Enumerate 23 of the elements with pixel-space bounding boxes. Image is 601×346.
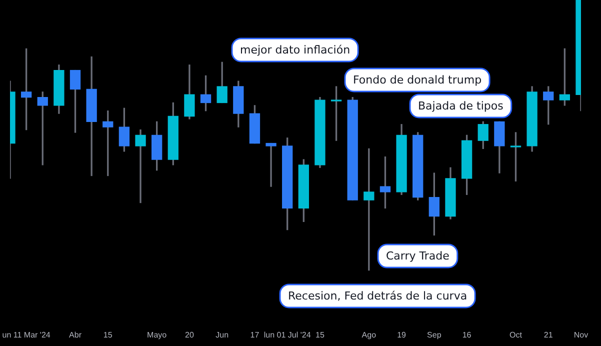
x-tick-label: Ago bbox=[362, 330, 377, 340]
text: Recesion, Fed detrás de la curva bbox=[288, 289, 468, 302]
annotation: Bajada de tipos bbox=[418, 99, 504, 112]
x-tick-label: 19 bbox=[397, 330, 407, 340]
candlestick bbox=[135, 129, 146, 204]
x-tick-label: Jun bbox=[216, 330, 229, 340]
x-tick-label: Mayo bbox=[147, 330, 168, 340]
x-tick-label: 20 bbox=[185, 330, 194, 340]
x-tick-label: un 11 Mar '24 bbox=[2, 330, 51, 340]
x-tick-label: 15 bbox=[316, 330, 325, 340]
x-tick-label: 21 bbox=[544, 330, 554, 340]
annotation: mejor dato inflación bbox=[240, 43, 350, 56]
candlestick bbox=[266, 142, 276, 187]
x-tick-label: 17 bbox=[250, 330, 260, 340]
annotation: Fondo de donald trump bbox=[353, 73, 482, 86]
x-tick-label: Nov bbox=[574, 330, 588, 340]
x-tick-label: 16 bbox=[462, 330, 472, 340]
x-tick-label: Sep bbox=[427, 330, 442, 340]
x-tick-label: 15 bbox=[103, 330, 113, 340]
x-tick-label: lun 01 Jul '24 bbox=[264, 330, 312, 340]
annotation: Carry Trade bbox=[386, 249, 450, 262]
x-tick-label: Abr bbox=[69, 330, 82, 340]
x-tick-label: Oct bbox=[510, 330, 523, 340]
